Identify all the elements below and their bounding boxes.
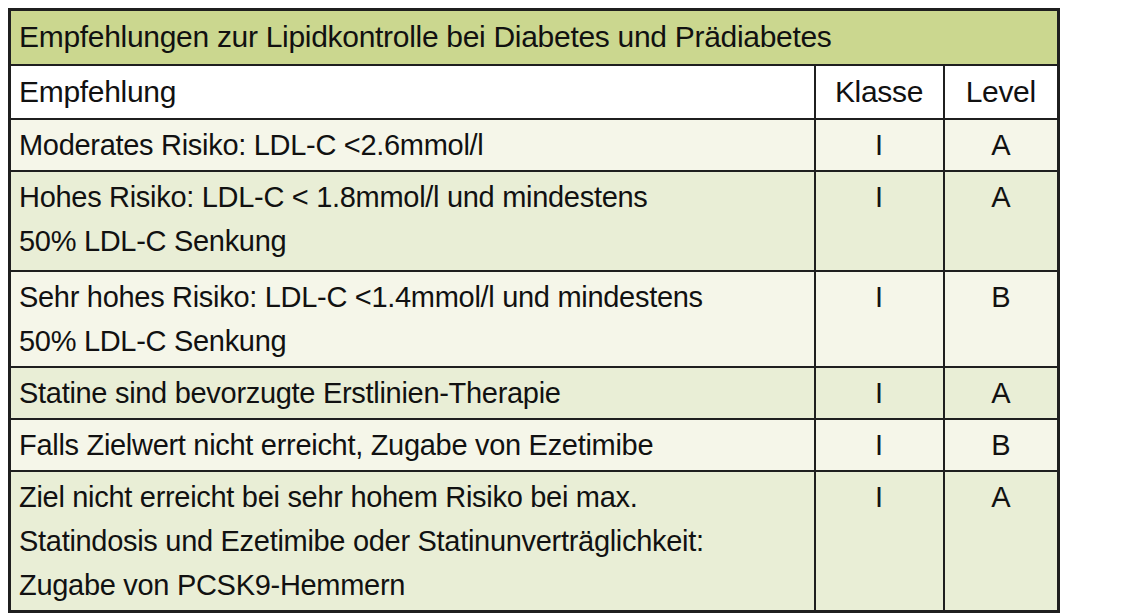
cell-level: A	[944, 171, 1059, 271]
lipid-recommendations-table: Empfehlungen zur Lipidkontrolle bei Diab…	[8, 8, 1060, 613]
cell-empfehlung: Ziel nicht erreicht bei sehr hohem Risik…	[10, 471, 815, 612]
table-row: Moderates Risiko: LDL-C <2.6mmol/l I A	[10, 119, 1059, 171]
cell-klasse: I	[815, 271, 944, 367]
column-header-klasse: Klasse	[815, 65, 944, 119]
table-title: Empfehlungen zur Lipidkontrolle bei Diab…	[10, 10, 1059, 66]
cell-empfehlung: Moderates Risiko: LDL-C <2.6mmol/l	[10, 119, 815, 171]
cell-empfehlung: Sehr hohes Risiko: LDL-C <1.4mmol/l und …	[10, 271, 815, 367]
cell-klasse: I	[815, 419, 944, 471]
table-row: Hohes Risiko: LDL-C < 1.8mmol/l und mind…	[10, 171, 1059, 271]
table-column-header-row: Empfehlung Klasse Level	[10, 65, 1059, 119]
cell-level: A	[944, 119, 1059, 171]
cell-level: A	[944, 367, 1059, 419]
cell-klasse: I	[815, 471, 944, 612]
column-header-level: Level	[944, 65, 1059, 119]
table-title-row: Empfehlungen zur Lipidkontrolle bei Diab…	[10, 10, 1059, 66]
table-row: Ziel nicht erreicht bei sehr hohem Risik…	[10, 471, 1059, 612]
cell-empfehlung: Falls Zielwert nicht erreicht, Zugabe vo…	[10, 419, 815, 471]
table-row: Falls Zielwert nicht erreicht, Zugabe vo…	[10, 419, 1059, 471]
cell-level: A	[944, 471, 1059, 612]
cell-klasse: I	[815, 119, 944, 171]
cell-level: B	[944, 419, 1059, 471]
cell-empfehlung: Hohes Risiko: LDL-C < 1.8mmol/l und mind…	[10, 171, 815, 271]
column-header-empfehlung: Empfehlung	[10, 65, 815, 119]
cell-klasse: I	[815, 367, 944, 419]
cell-klasse: I	[815, 171, 944, 271]
table-row: Sehr hohes Risiko: LDL-C <1.4mmol/l und …	[10, 271, 1059, 367]
cell-empfehlung: Statine sind bevorzugte Erstlinien-Thera…	[10, 367, 815, 419]
page-background: Empfehlungen zur Lipidkontrolle bei Diab…	[0, 0, 1140, 613]
cell-level: B	[944, 271, 1059, 367]
table-row: Statine sind bevorzugte Erstlinien-Thera…	[10, 367, 1059, 419]
